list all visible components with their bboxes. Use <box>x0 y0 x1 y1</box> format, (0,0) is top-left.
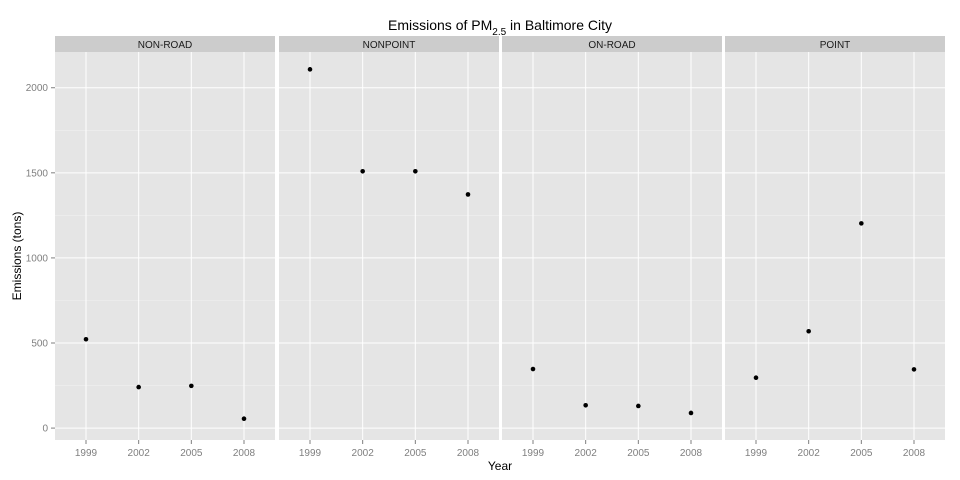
facet-strip-label: NON-ROAD <box>138 40 192 51</box>
y-tick-label: 0 <box>42 424 48 435</box>
data-point <box>241 416 247 422</box>
chart-title-suffix: in Baltimore City <box>506 17 612 33</box>
chart-title-subscript: 2.5 <box>492 27 506 38</box>
facet-non-road: NON-ROAD 1999 2002 2005 2008 <box>55 36 275 459</box>
x-tick-label: 2008 <box>680 448 703 459</box>
x-tick-label: 2002 <box>798 448 821 459</box>
data-point <box>360 168 365 174</box>
x-tick-label: 2008 <box>233 448 256 459</box>
panel-background <box>279 52 499 440</box>
x-tick-label: 1999 <box>75 448 98 459</box>
data-point <box>583 402 588 408</box>
facet-nonpoint: NONPOINT 1999 2002 2005 2008 <box>279 36 499 459</box>
y-tick-label: 2000 <box>26 83 49 94</box>
data-point <box>753 375 759 381</box>
facet-panels: NON-ROAD 1999 2002 2005 2008 NONPOINT 1999 2002… <box>55 36 945 459</box>
data-point <box>636 403 641 409</box>
x-tick-label: 2005 <box>404 448 427 459</box>
facet-point: POINT 1999 2002 2005 2008 <box>725 36 945 459</box>
y-tick-label: 500 <box>31 339 48 350</box>
data-point <box>413 168 418 174</box>
y-tick-label: 1500 <box>26 168 49 179</box>
facet-strip <box>279 36 499 52</box>
data-point <box>307 67 313 72</box>
data-point <box>530 366 536 372</box>
x-tick-label: 2005 <box>627 448 650 459</box>
chart-title-prefix: Emissions of PM <box>388 17 492 33</box>
data-point <box>806 328 811 334</box>
facet-strip <box>55 36 275 52</box>
x-tick-label: 2005 <box>180 448 203 459</box>
panel-background <box>502 52 722 440</box>
x-tick-label: 2008 <box>903 448 926 459</box>
data-point <box>465 192 471 197</box>
data-point <box>83 336 89 342</box>
data-point <box>911 367 917 372</box>
y-axis-title: Emissions (tons) <box>10 212 24 301</box>
x-tick-label: 1999 <box>522 448 545 459</box>
facet-strip <box>725 36 945 52</box>
facet-strip <box>502 36 722 52</box>
facet-strip-label: NONPOINT <box>363 40 416 51</box>
x-tick-label: 2002 <box>128 448 151 459</box>
data-point <box>136 384 141 390</box>
x-tick-label: 1999 <box>299 448 322 459</box>
x-axis-title: Year <box>488 459 512 473</box>
x-tick-label: 1999 <box>745 448 768 459</box>
data-point <box>688 410 694 416</box>
x-tick-label: 2002 <box>352 448 375 459</box>
panel-background <box>725 52 945 440</box>
data-point <box>189 383 194 389</box>
chart-title: Emissions of PM2.5 in Baltimore City <box>388 17 612 38</box>
data-point <box>859 221 864 226</box>
x-tick-label: 2005 <box>850 448 873 459</box>
facet-on-road: ON-ROAD 1999 2002 2005 2008 <box>502 36 722 459</box>
facet-strip-label: ON-ROAD <box>588 40 635 51</box>
x-tick-label: 2008 <box>457 448 480 459</box>
panel-background <box>55 52 275 440</box>
y-tick-label: 1000 <box>26 253 49 264</box>
x-tick-label: 2002 <box>575 448 598 459</box>
y-axis: 0 500 1000 1500 2000 <box>26 83 55 435</box>
facet-strip-label: POINT <box>820 40 851 51</box>
